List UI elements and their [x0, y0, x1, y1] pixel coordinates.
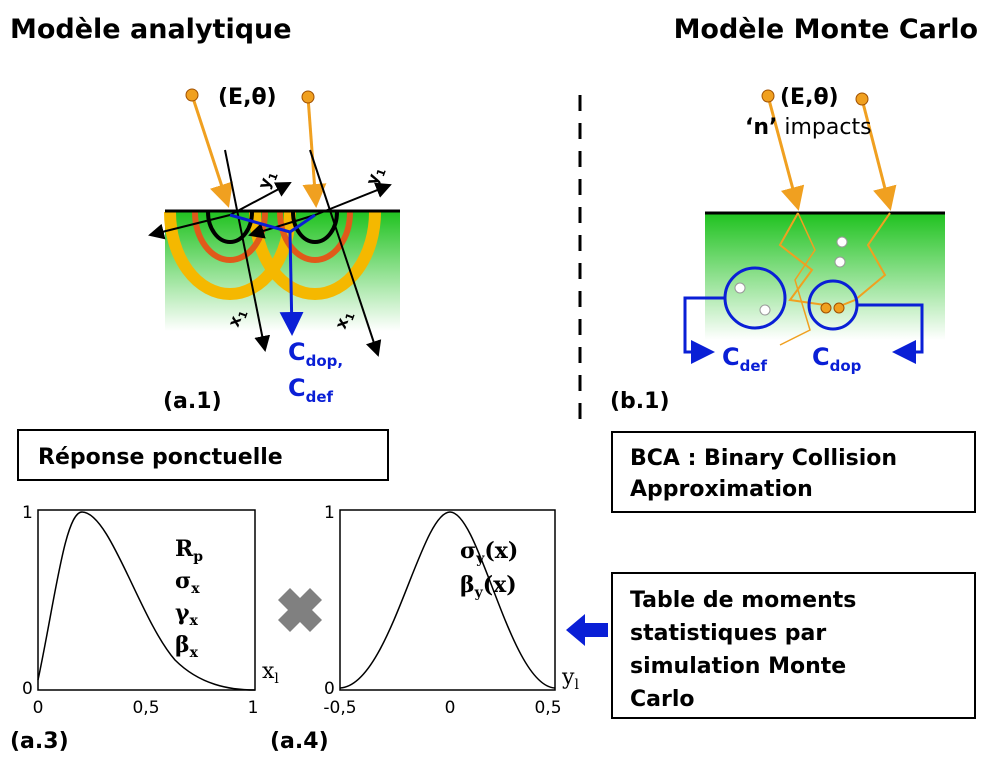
- impacts-label: ‘n’ impacts: [745, 115, 872, 140]
- text-part: C: [288, 338, 306, 366]
- text-part: β: [175, 632, 190, 658]
- parameter: βy(x): [460, 572, 517, 601]
- y-tick-label: 0: [324, 679, 335, 699]
- text-part: x: [191, 581, 200, 597]
- box-text: statistiques par: [630, 621, 826, 646]
- box-text: Table de moments: [630, 588, 856, 613]
- concentration-label: Cdop: [812, 343, 862, 375]
- parameter: σy(x): [460, 538, 518, 567]
- text-part: l: [574, 677, 579, 693]
- text-part: ‘n’: [745, 115, 777, 140]
- text-part: R: [175, 536, 194, 562]
- text-part: x: [262, 659, 275, 684]
- y-tick-label: 1: [22, 503, 33, 523]
- axis-label: yl: [561, 665, 579, 693]
- text-part: σ: [175, 568, 191, 594]
- title: Modèle analytique: [10, 14, 292, 45]
- panel-label: (a.3): [10, 729, 69, 754]
- text-part: impacts: [777, 115, 871, 140]
- x-tick-label: -0,5: [323, 698, 356, 718]
- box-text: Réponse ponctuelle: [38, 445, 283, 470]
- arrow: [566, 614, 608, 646]
- curve: [38, 512, 255, 690]
- parameter: σx: [175, 568, 200, 597]
- text-part: (x): [483, 572, 517, 598]
- text-part: β: [460, 572, 475, 598]
- beam-label: (E,θ): [218, 85, 277, 110]
- diagram: Modèle analytique Modèle Monte Carlo (E,…: [0, 0, 986, 758]
- text-part: p: [193, 549, 203, 565]
- x-tick-label: 0,5: [534, 698, 561, 718]
- text-part: dop,: [306, 352, 343, 370]
- text-part: x: [190, 613, 199, 629]
- text-part: σ: [460, 538, 476, 564]
- text-part: C: [812, 343, 830, 371]
- analytic-sketch: [150, 89, 400, 355]
- page: {"left":{"title":"Modèle analytique","be…: [0, 0, 986, 758]
- text-part: def: [740, 357, 768, 375]
- panel-label: (a.4): [270, 729, 329, 754]
- box-text: BCA : Binary Collision: [630, 446, 897, 471]
- box-text: simulation Monte: [630, 654, 846, 679]
- multiply-icon: [278, 588, 322, 632]
- box-text: Approximation: [630, 477, 813, 502]
- plot-frame: [38, 510, 255, 690]
- curve: [340, 512, 555, 688]
- text-part: y: [561, 665, 575, 690]
- x-tick-label: 0: [33, 698, 44, 718]
- parameter: Rp: [175, 536, 203, 565]
- text-part: C: [722, 343, 740, 371]
- text-part: (x): [484, 538, 518, 564]
- parameter: βx: [175, 632, 199, 661]
- axis-label: y1: [254, 168, 281, 193]
- beam-label: (E,θ): [780, 85, 839, 110]
- axis-label: y1: [362, 164, 389, 189]
- x-tick-label: 0: [445, 698, 456, 718]
- y-tick-label: 0: [22, 679, 33, 699]
- parameter: γx: [175, 600, 199, 629]
- concentration-label: Cdef: [288, 374, 334, 406]
- text-part: C: [288, 374, 306, 402]
- text-part: x: [190, 645, 199, 661]
- y-tick-label: 1: [324, 503, 335, 523]
- x-tick-label: 0,5: [132, 698, 159, 718]
- concentration-label: Cdop,: [288, 338, 343, 370]
- text-part: def: [306, 388, 334, 406]
- concentration-label: Cdef: [722, 343, 768, 375]
- panel-label: (b.1): [610, 389, 670, 414]
- title: Modèle Monte Carlo: [674, 14, 978, 45]
- text-part: γ: [175, 600, 190, 626]
- text-part: l: [274, 671, 279, 687]
- axis-label: xl: [262, 659, 279, 687]
- x-tick-label: 1: [248, 698, 259, 718]
- text-part: dop: [830, 357, 862, 375]
- panel-label: (a.1): [163, 389, 222, 414]
- box-text: Carlo: [630, 687, 695, 712]
